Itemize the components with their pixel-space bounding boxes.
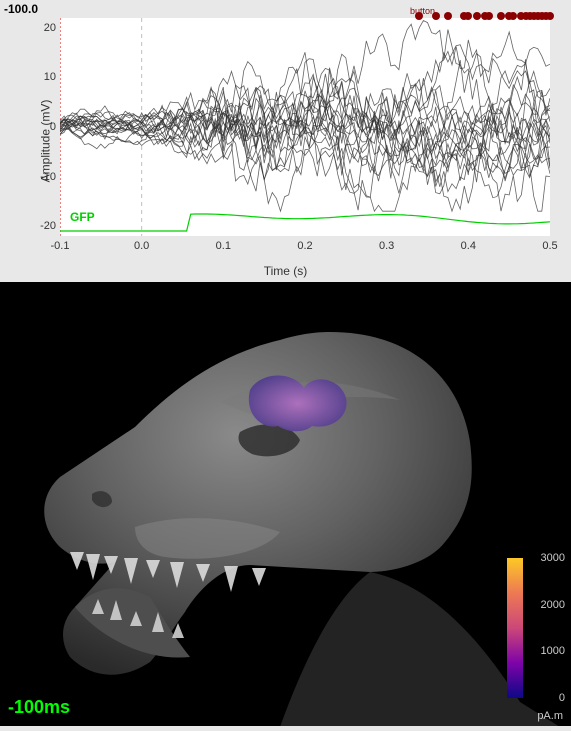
chart-area[interactable] [60,18,550,236]
event-marker [485,12,493,20]
event-marker [497,12,505,20]
event-label: button [410,6,435,16]
event-marker [546,12,554,20]
time-marker: -100ms [8,697,70,718]
event-marker [473,12,481,20]
brain-render-panel: -100ms 0100020003000 pA.m [0,282,571,726]
signal-chart [60,18,550,236]
timestamp-readout: -100.0 [4,2,38,16]
head-render[interactable] [0,282,571,726]
signal-plot-panel: -100.0 Amplitude (mV) button -20-1001020… [0,0,571,282]
x-axis-label: Time (s) [264,264,308,278]
colorbar-unit: pA.m [537,710,563,722]
colorbar-gradient [507,558,523,698]
event-marker [444,12,452,20]
colorbar [507,558,523,698]
gfp-label: GFP [70,210,95,224]
